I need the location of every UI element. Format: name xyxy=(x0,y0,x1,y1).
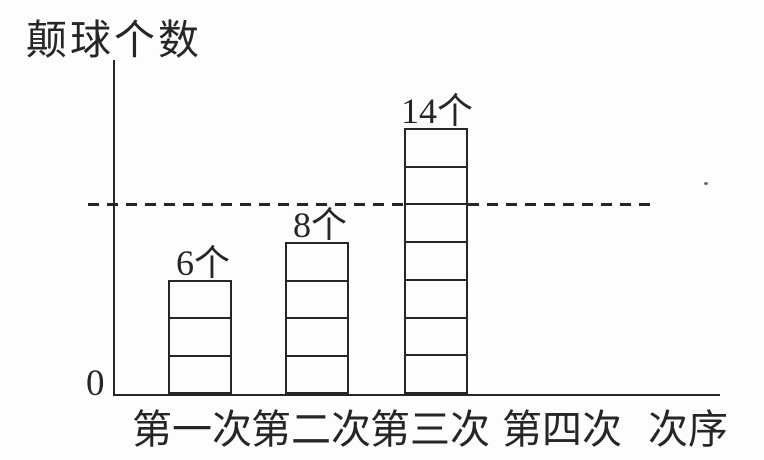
bar-segment xyxy=(170,319,230,357)
bar-segment xyxy=(287,319,347,357)
bar-value-label-third: 14个 xyxy=(400,91,473,131)
x-tick-label-second: 第二次 xyxy=(251,407,371,452)
y-axis-line xyxy=(113,60,115,396)
scan-noise-speck xyxy=(704,182,708,185)
bar-segment xyxy=(406,130,466,168)
x-axis-line xyxy=(113,394,720,396)
bar-segment xyxy=(406,281,466,319)
bar-segment xyxy=(406,243,466,281)
x-tick-label-third: 第三次 xyxy=(370,407,490,452)
bar-segment xyxy=(406,168,466,206)
bar-segment xyxy=(170,357,230,392)
bar-segment xyxy=(287,244,347,282)
y-axis-label: 颠球个数 xyxy=(26,17,202,63)
bar-segment xyxy=(406,319,466,357)
origin-label: 0 xyxy=(86,363,105,404)
bar-segment xyxy=(287,282,347,319)
x-axis-title: 次序 xyxy=(648,407,728,452)
x-tick-label-first: 第一次 xyxy=(132,407,252,452)
bar-value-label-second: 8个 xyxy=(292,205,347,245)
reference-dashed-line xyxy=(88,203,654,206)
bar-first-attempt xyxy=(168,280,232,394)
bar-value-label-first: 6个 xyxy=(175,243,230,283)
bar-segment xyxy=(406,356,466,392)
bar-segment xyxy=(170,282,230,320)
bar-segment xyxy=(287,357,347,393)
x-tick-label-fourth: 第四次 xyxy=(502,407,622,452)
bar-third-attempt xyxy=(404,128,468,394)
bar-second-attempt xyxy=(285,242,349,394)
bar-segment xyxy=(406,205,466,244)
